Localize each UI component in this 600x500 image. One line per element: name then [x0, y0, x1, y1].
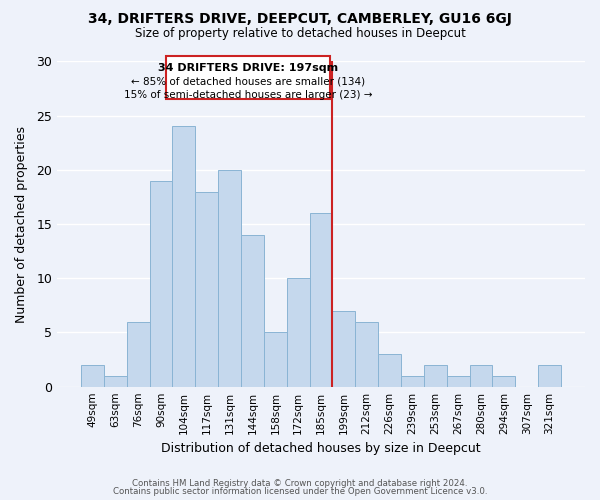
Bar — [241, 235, 264, 386]
Bar — [447, 376, 470, 386]
Y-axis label: Number of detached properties: Number of detached properties — [15, 126, 28, 322]
Bar — [172, 126, 196, 386]
Bar — [264, 332, 287, 386]
X-axis label: Distribution of detached houses by size in Deepcut: Distribution of detached houses by size … — [161, 442, 481, 455]
Bar — [310, 213, 332, 386]
Bar — [196, 192, 218, 386]
Bar — [104, 376, 127, 386]
Bar — [218, 170, 241, 386]
Text: Contains public sector information licensed under the Open Government Licence v3: Contains public sector information licen… — [113, 487, 487, 496]
Text: 34 DRIFTERS DRIVE: 197sqm: 34 DRIFTERS DRIVE: 197sqm — [158, 62, 338, 72]
Text: 34, DRIFTERS DRIVE, DEEPCUT, CAMBERLEY, GU16 6GJ: 34, DRIFTERS DRIVE, DEEPCUT, CAMBERLEY, … — [88, 12, 512, 26]
Text: ← 85% of detached houses are smaller (134): ← 85% of detached houses are smaller (13… — [131, 76, 365, 86]
Bar — [401, 376, 424, 386]
Text: Size of property relative to detached houses in Deepcut: Size of property relative to detached ho… — [134, 28, 466, 40]
Bar — [149, 180, 172, 386]
Bar — [538, 365, 561, 386]
Bar — [287, 278, 310, 386]
Bar — [332, 311, 355, 386]
Bar — [127, 322, 149, 386]
Bar — [355, 322, 378, 386]
Bar — [493, 376, 515, 386]
Text: 15% of semi-detached houses are larger (23) →: 15% of semi-detached houses are larger (… — [124, 90, 372, 100]
FancyBboxPatch shape — [166, 56, 330, 100]
Bar — [81, 365, 104, 386]
Bar — [378, 354, 401, 386]
Bar — [424, 365, 447, 386]
Text: Contains HM Land Registry data © Crown copyright and database right 2024.: Contains HM Land Registry data © Crown c… — [132, 478, 468, 488]
Bar — [470, 365, 493, 386]
